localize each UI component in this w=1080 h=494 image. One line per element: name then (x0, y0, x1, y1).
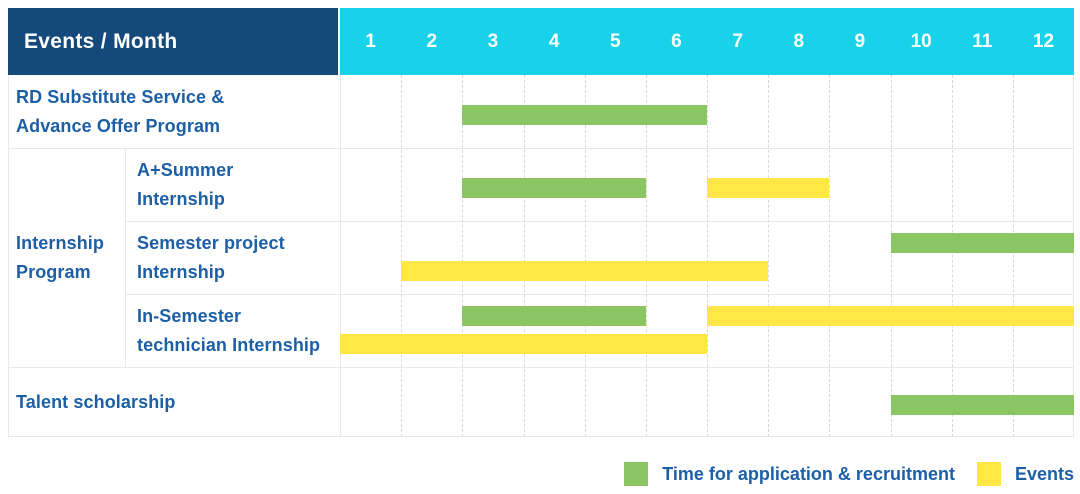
grid-vline-dashed (951, 75, 953, 437)
month-header-cell: 10 (910, 30, 932, 52)
grid-vline-dashed (523, 75, 525, 437)
row-label-line: Internship (137, 188, 226, 209)
month-header-cell: 3 (487, 30, 499, 52)
gantt-bar-event (401, 261, 769, 281)
legend: Time for application & recruitment Event… (8, 460, 1074, 488)
row-label-line: Advance Offer Program (16, 115, 221, 136)
table-body: RD Substitute Service & Advance Offer Pro… (8, 75, 1074, 437)
grid-vline-dashed (401, 75, 403, 437)
gantt-bar-application (462, 306, 646, 326)
grid-vline-dashed (584, 75, 586, 437)
month-header-cell: 6 (671, 30, 682, 52)
row-divider (125, 294, 1074, 295)
grid-vline-dashed (1012, 75, 1014, 437)
grid-vline-dashed (707, 75, 708, 437)
row-label-line: In-Semester (137, 305, 242, 326)
row-divider (8, 148, 1074, 149)
row-label-semester-project-internship: Semester project Internship (125, 221, 340, 294)
gantt-bar-application (462, 105, 707, 125)
gantt-bar-event (707, 178, 830, 198)
schedule-table: Events / Month 1 2 3 4 5 6 7 8 9 10 11 12 RD Substi… (8, 8, 1074, 437)
grid-vline-dashed (462, 75, 464, 437)
row-label-line: A+Summer (137, 159, 234, 180)
row-label-line: technician Internship (137, 334, 321, 355)
label-chart-divider (340, 75, 341, 437)
table-right-border (1073, 75, 1074, 437)
group-label-divider (125, 148, 126, 367)
header-title-cell: Events / Month (8, 8, 338, 75)
table-left-border (8, 75, 9, 437)
month-header-cell: 2 (426, 30, 438, 52)
month-header-cell: 9 (854, 30, 866, 52)
month-header-cell: 1 (365, 30, 376, 52)
month-header-cell: 5 (609, 30, 621, 52)
legend-label-application: Time for application & recruitment (662, 463, 955, 484)
month-header-cell: 8 (793, 30, 805, 52)
header-title: Events / Month (24, 29, 178, 53)
month-header-row: 1 2 3 4 5 6 7 8 9 10 11 12 (340, 8, 1074, 75)
gantt-bar-application (462, 178, 646, 198)
row-label-in-semester-technician-internship: In-Semester technician Internship (125, 294, 340, 367)
month-header-cell: 4 (548, 30, 560, 52)
group-label-internship-program: Internship Program (8, 148, 125, 367)
month-header-cell: 7 (732, 30, 743, 52)
row-label-line: Internship (137, 261, 226, 282)
row-label-line: Program (16, 261, 91, 282)
grid-vline-dashed (645, 75, 647, 437)
grid-vline-dashed (768, 75, 770, 437)
row-divider (8, 367, 1074, 368)
legend-swatch-event (976, 462, 1001, 486)
row-label-line: Internship (16, 232, 105, 253)
row-label-talent-scholarship: Talent scholarship (8, 367, 340, 437)
row-label-rd-substitute-advance-offer: RD Substitute Service & Advance Offer Pro… (8, 75, 340, 148)
gantt-bar-event (707, 306, 1074, 326)
gantt-bar-event (340, 334, 707, 354)
row-divider (125, 221, 1074, 222)
table-header-row: Events / Month 1 2 3 4 5 6 7 8 9 10 11 12 (8, 8, 1074, 75)
row-label-line: Talent scholarship (16, 391, 176, 412)
grid-vline-dashed (829, 75, 831, 437)
legend-swatch-application (624, 462, 649, 486)
month-header-cell: 12 (1032, 30, 1055, 52)
legend-label-event: Events (1014, 463, 1074, 484)
gantt-bar-application (890, 233, 1074, 253)
gantt-bar-application (890, 395, 1074, 415)
grid-vline-dashed (890, 75, 892, 437)
row-label-line: RD Substitute Service & (16, 86, 225, 107)
table-bottom-border (8, 436, 1074, 437)
row-label-a-plus-summer-internship: A+Summer Internship (125, 148, 340, 221)
month-header-cell: 11 (972, 30, 993, 52)
row-label-line: Semester project (137, 232, 285, 253)
